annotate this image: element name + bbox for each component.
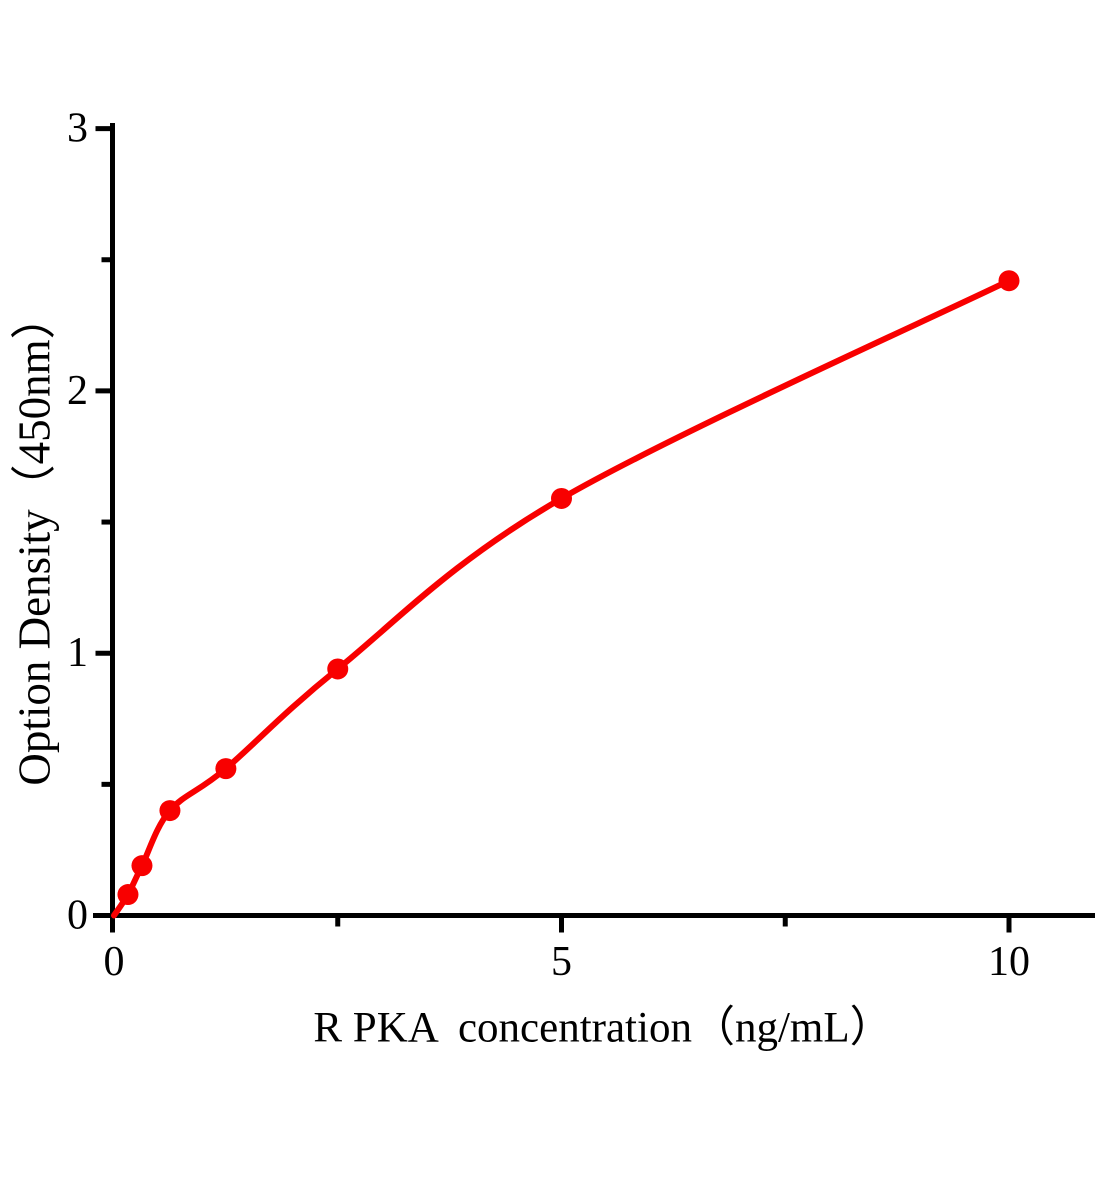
fit-curve (111, 277, 1012, 919)
y-tick-label: 0 (67, 893, 88, 939)
data-point (159, 800, 181, 822)
data-point (131, 855, 153, 877)
data-point (998, 270, 1020, 292)
x-axis-title: R PKA concentration（ng/mL） (313, 1004, 893, 1052)
data-point (327, 658, 349, 680)
x-tick-label: 0 (104, 939, 125, 985)
y-tick-label: 3 (67, 106, 88, 152)
y-axis-title: Option Density（450nm） (9, 294, 60, 786)
x-tick-label: 5 (551, 939, 572, 985)
x-tick-label: 10 (988, 939, 1030, 985)
data-point (215, 758, 237, 780)
data-point (117, 884, 139, 906)
y-tick-label: 1 (67, 630, 88, 676)
y-tick-label: 2 (67, 368, 88, 414)
data-point (551, 487, 572, 509)
